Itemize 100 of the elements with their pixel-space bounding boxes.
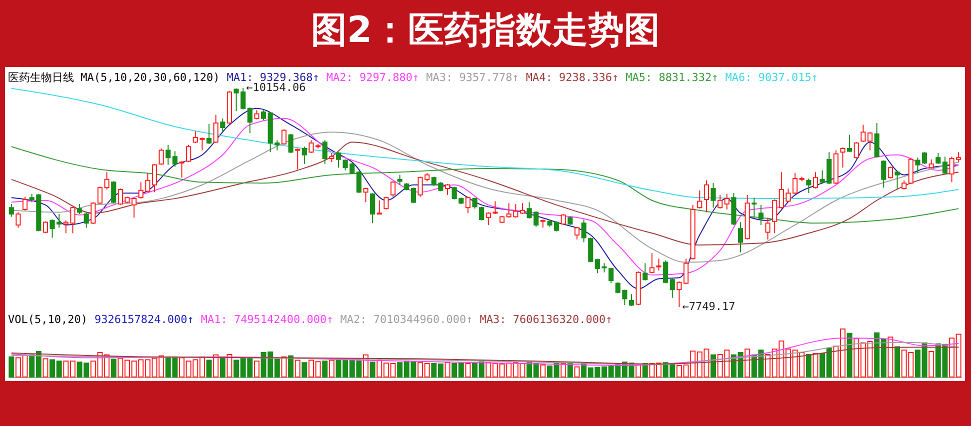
candlestick [370,192,376,224]
bar [444,362,450,378]
bar [560,363,566,378]
candlestick [772,198,778,234]
bar [540,364,546,378]
candlestick [104,172,110,190]
candlestick [390,180,396,198]
candlestick [302,146,307,164]
candlestick [444,183,450,196]
candlestick [881,160,886,188]
candlestick [902,180,907,190]
candlestick [574,226,580,240]
candlestick [560,214,566,226]
bar [328,360,334,378]
annotation: ←7749.17 [682,300,736,313]
text: MA2: 7010344960.000↑ [340,313,473,326]
text: 9326157824.000↑ [94,313,194,326]
candlestick [152,163,158,193]
candlestick [908,157,914,184]
candlestick [874,122,880,158]
text: MA5: 8831.332↑ [626,71,718,84]
bar [322,360,328,378]
text: MA1: 9329.368↑ [226,71,320,84]
bar [254,360,260,378]
bar [294,360,300,378]
candlestick [520,202,526,215]
candlestick [336,152,342,168]
candlestick [649,252,654,274]
candlestick [384,196,389,210]
candlestick [166,144,171,166]
candlestick [397,174,402,186]
candlestick [90,202,96,225]
candlestick [410,187,416,204]
candlestick [710,182,716,208]
candlestick [928,158,934,170]
text: MA6: 9037.015↑ [725,71,818,84]
chart-title: 图2：医药指数走势图 [310,9,662,53]
candlestick [642,262,648,282]
bar [281,356,287,378]
candlestick [867,132,873,151]
bar [213,354,219,378]
candlestick [186,144,192,163]
candlestick [628,294,634,307]
candlestick [752,197,757,218]
text: MA3: 9357.778↑ [426,71,519,84]
candlestick [254,110,260,120]
candlestick [322,140,328,164]
bar [888,336,894,378]
candlestick [8,204,14,218]
candlestick [724,194,730,210]
bar [226,354,232,378]
candlestick [806,178,812,194]
candlestick [260,110,266,121]
bar [220,356,226,378]
candlestick [77,204,82,215]
chart-subtitle: 医药生物日线 MA(5,10,20,30,60,120) [8,71,220,84]
bar [288,355,294,378]
chart-subtitle: VOL(5,10,20) [8,313,88,326]
candlestick [356,170,362,194]
candlestick [847,134,852,153]
candlestick [738,222,744,253]
candlestick [295,148,300,170]
candlestick [172,150,178,168]
candlestick [588,237,594,263]
bar [8,356,14,378]
candlestick [206,123,212,144]
candlestick [158,148,164,166]
candlestick [812,172,818,190]
candlestick [758,204,764,226]
annotation: ←10154.06 [246,81,306,94]
candlestick [97,186,103,205]
candlestick [16,212,21,228]
candlestick [281,128,287,146]
bar [806,354,812,378]
bar [110,358,116,378]
candlestick [329,152,334,163]
bar [928,351,934,378]
text: MA2: 9297.880↑ [326,71,420,84]
text: MA4: 9238.336↑ [526,71,619,84]
candlestick [581,219,586,243]
candlestick [213,114,218,144]
candlestick [22,196,28,211]
bar [465,363,471,378]
candlestick [670,278,675,298]
candlestick [663,260,668,284]
candlestick [765,217,770,240]
bar [206,360,212,378]
bar [812,352,818,378]
bar [42,358,48,378]
bar [302,362,308,378]
candlestick [704,180,710,213]
bar [574,366,580,378]
candlestick [220,118,226,133]
candlestick [247,106,252,134]
candlestick [936,152,941,164]
text: MA1: 7495142400.000↑ [200,313,334,326]
candlestick [465,196,471,214]
candlestick [840,147,846,168]
bar [894,346,900,378]
bar [846,332,852,378]
